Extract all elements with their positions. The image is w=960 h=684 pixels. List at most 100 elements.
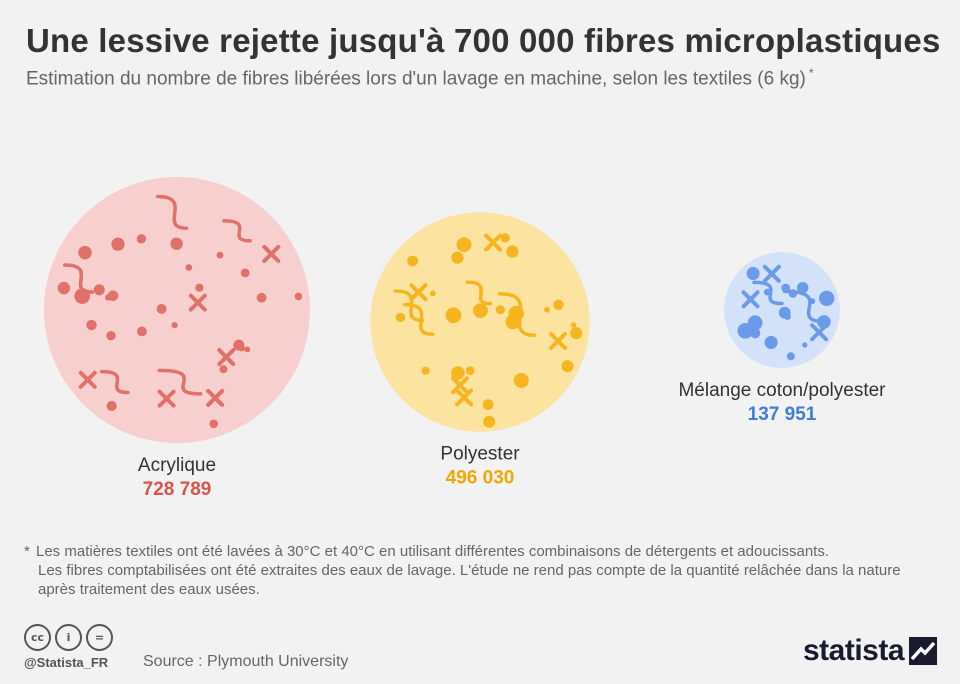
by-icon[interactable]: i	[55, 624, 82, 651]
fibre-dot	[137, 326, 147, 337]
fibre-dot	[473, 303, 488, 318]
bubble-label-1: Acrylique	[138, 455, 216, 476]
bubble-value-3: 137 951	[748, 404, 817, 425]
fibre-dot	[456, 237, 472, 253]
fibre-dot	[429, 290, 436, 297]
footnote-line-2: Les fibres comptabilisées ont été extrai…	[38, 562, 901, 598]
fibre-curl	[62, 263, 95, 294]
fibre-dot	[513, 373, 529, 388]
fibre-cross	[549, 331, 568, 350]
fibre-dot	[156, 304, 167, 314]
fibre-cross	[188, 293, 207, 312]
subtitle-text: Estimation du nombre de fibres libérées …	[26, 68, 806, 90]
fibre-dot	[797, 282, 809, 294]
fibre-dot	[483, 415, 496, 428]
fibre-curl	[157, 368, 203, 396]
fibre-cross	[409, 283, 428, 302]
license-icons: cc i =	[24, 624, 113, 651]
bubble-value-1: 728 789	[143, 479, 212, 500]
fibre-cross	[78, 370, 97, 389]
nd-icon[interactable]: =	[86, 624, 113, 651]
fibre-dot	[737, 323, 754, 339]
fibre-dot	[171, 322, 178, 329]
fibre-dot	[421, 366, 430, 375]
fibre-dot	[111, 237, 125, 251]
fibre-dot	[570, 327, 583, 340]
fibre-dot	[57, 281, 71, 295]
fibre-dot	[395, 312, 406, 323]
fibre-dot	[136, 234, 147, 244]
footnote: * Les matières textiles ont été lavées à …	[24, 542, 934, 599]
fibre-dot	[553, 299, 564, 310]
fibre-dot	[106, 331, 116, 341]
fibre-curl	[782, 289, 829, 324]
fibre-dot	[86, 319, 97, 331]
fibre-dot	[746, 267, 760, 280]
fibre-cross	[484, 233, 503, 252]
fibre-dot	[407, 255, 418, 267]
fibre-dot	[451, 366, 465, 380]
fibre-dot	[209, 419, 218, 429]
fibre-dot	[244, 346, 251, 353]
chart-subtitle: Estimation du nombre de fibres libérées …	[26, 66, 814, 90]
bubble-chart: Acrylique 728 789 Polyester 496 030 Mélange …	[44, 177, 886, 500]
fibre-dot	[482, 399, 494, 410]
fibre-dot	[170, 237, 183, 250]
bubble-1	[44, 177, 310, 443]
fibre-dot	[570, 322, 577, 328]
fibre-cross	[262, 244, 281, 263]
bubble-2	[370, 212, 590, 432]
statista-logo[interactable]: statista	[803, 634, 938, 668]
bubble-label-2: Polyester	[440, 444, 520, 465]
fibre-dot	[78, 245, 92, 260]
fibre-dot	[93, 284, 105, 296]
fibre-dot	[544, 306, 550, 313]
fibre-cross	[810, 323, 829, 342]
fibre-dot	[495, 305, 505, 315]
fibre-dot	[465, 366, 475, 375]
fibre-dot	[506, 245, 519, 258]
bubble-group-2: Polyester 496 030	[370, 212, 590, 489]
fibre-curl	[465, 280, 493, 306]
fibre-dot	[764, 335, 778, 350]
fibre-dot	[500, 233, 510, 243]
cc-icon[interactable]: cc	[24, 624, 51, 651]
fibre-dot	[106, 400, 117, 412]
fibre-cross	[217, 348, 236, 367]
fibre-dot	[216, 251, 224, 259]
fibre-dot	[195, 283, 204, 292]
fibre-cross	[455, 388, 474, 407]
fibre-dot	[786, 352, 795, 361]
fibre-dot	[240, 268, 250, 278]
fibre-dot	[445, 307, 462, 324]
subtitle-footnote-mark: *	[808, 66, 814, 80]
source-text: Source : Plymouth University	[143, 653, 349, 670]
bubble-value-2: 496 030	[446, 468, 515, 489]
fibre-curl	[497, 291, 537, 338]
fibre-dot	[451, 251, 464, 264]
bubble-group-1: Acrylique 728 789	[44, 177, 310, 500]
fibre-dot	[219, 365, 228, 374]
bubble-label-3: Mélange coton/polyester	[678, 380, 886, 401]
fibre-curl	[156, 194, 189, 230]
fibre-dot	[561, 360, 574, 373]
brand-text: statista	[803, 634, 905, 667]
fibre-curl	[393, 289, 425, 323]
fibre-dot	[294, 292, 303, 301]
fibre-curl	[99, 369, 130, 395]
fibre-curl	[752, 280, 784, 306]
statista-mark-icon	[909, 637, 938, 665]
fibre-dot	[819, 290, 835, 306]
fibre-cross	[206, 388, 225, 407]
fibre-dot	[802, 342, 808, 348]
bubble-group-3: Mélange coton/polyester 137 951	[678, 252, 886, 425]
fibre-dot	[778, 306, 791, 319]
fibre-dot	[185, 264, 193, 271]
fibre-dot	[105, 294, 111, 301]
fibre-curl	[222, 219, 252, 243]
fibre-cross	[157, 389, 176, 408]
twitter-handle[interactable]: @Statista_FR	[24, 655, 109, 670]
fibre-dot	[233, 339, 245, 351]
footnote-star: *	[24, 543, 30, 560]
chart-title: Une lessive rejette jusqu'à 700 000 fibr…	[26, 22, 941, 59]
